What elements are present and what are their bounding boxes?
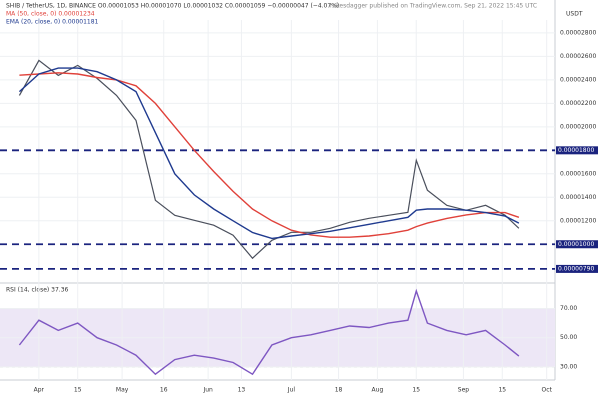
y-tick-label: 0.00002000 [560,123,596,130]
series-line [18,288,520,376]
rsi-title: RSI (14, close) 37.36 [6,287,69,294]
y-tick-label: 30.00 [560,363,577,370]
x-tick-label: 18 [335,387,343,394]
x-tick-label: 16 [160,387,168,394]
y-tick-label: 0.00001600 [560,170,596,177]
publisher-note: rakesdagger published on TradingView.com… [330,3,537,10]
x-tick-label: 15 [498,387,506,394]
level-label: 0.00000790 [558,265,594,272]
x-tick-label: 15 [412,387,420,394]
plot-layer: 0.00002800 0.00002600 0.00002400 0.00002200… [0,11,598,394]
series-line [19,72,520,238]
y-tick-label: 0.00002600 [560,53,596,60]
y-tick-label: 0.00001400 [560,194,596,201]
level-tag [556,240,598,249]
y-tick-label: 50.00 [560,334,577,341]
x-tick-label: May [116,387,129,394]
chart-title: SHIB / TetherUS, 1D, BINANCE O0.00001053… [6,3,339,10]
legend-entry: MA (50, close, 0) 0.00001234 [6,11,95,18]
x-tick-label: 15 [74,387,82,394]
level-label: 0.00001800 [558,147,594,154]
x-tick-label: Apr [34,387,45,394]
x-tick-label: Sep [458,387,470,394]
y-tick-label: 0.00002400 [560,76,596,83]
x-tick-label: Aug [372,387,384,394]
y-tick-label: 70.00 [560,305,577,312]
x-tick-label: Oct [541,387,552,394]
x-tick-label: Jul [287,387,296,394]
level-label: 0.00001000 [558,241,594,248]
x-tick-label: 13 [238,387,246,394]
level-tag [556,264,598,273]
level-tag [556,146,598,155]
series-line [18,59,520,260]
y-tick-label: 0.00001200 [560,217,596,224]
series-line [18,67,520,240]
legend-entry: EMA (20, close, 0) 0.00001181 [6,19,99,26]
y-axis-label: USDT [566,11,583,18]
y-tick-label: 0.00002800 [560,29,596,36]
x-tick-label: Jun [202,387,213,394]
y-tick-label: 0.00002200 [560,100,596,107]
